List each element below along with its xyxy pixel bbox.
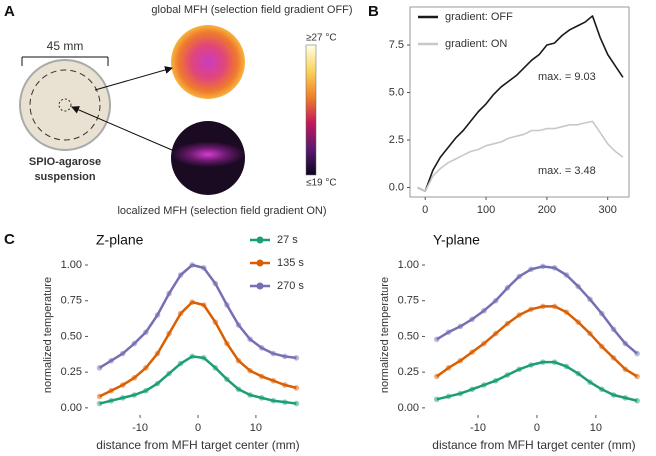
series-line [417, 120, 624, 193]
y-tick-label: 0.25 [398, 366, 419, 378]
panel-label: C [4, 231, 15, 248]
series-line [98, 263, 297, 369]
legend-swatch [256, 236, 264, 244]
dish-outline [29, 69, 101, 141]
series-line [99, 300, 297, 398]
image-caption: localized MFH (selection field gradient … [117, 205, 326, 217]
y-tick-label: 1.00 [61, 259, 82, 271]
y-tick-label: 0.75 [61, 295, 82, 307]
chart-title: Y-plane [433, 232, 480, 248]
x-axis-label: distance from MFH target center (mm) [432, 438, 635, 452]
y-tick-label: 0.0 [389, 181, 404, 193]
target [58, 98, 72, 112]
x-tick-label: 100 [477, 204, 495, 216]
annotation: max. = 3.48 [538, 165, 596, 177]
colorbar [305, 44, 317, 176]
thermal-image [171, 25, 245, 99]
x-tick-label: 10 [590, 422, 602, 434]
y-tick-label: 0.50 [61, 330, 82, 342]
panel-label: A [4, 3, 15, 20]
series-line [436, 305, 638, 378]
y-tick-label: 1.00 [398, 259, 419, 271]
legend-swatch [256, 282, 264, 290]
series-line [436, 360, 638, 402]
plot-frame [409, 6, 630, 198]
y-tick-label: 5.0 [389, 86, 404, 98]
colorbar-label: ≤19 °C [306, 178, 337, 189]
legend-swatch [256, 259, 264, 267]
y-tick-label: 0.75 [398, 295, 419, 307]
y-tick-label: 2.5 [389, 134, 404, 146]
arrow [71, 106, 173, 151]
panel-a: 45 mm SPIO-agarose suspension global MFH… [19, 4, 353, 217]
x-tick-label: 0 [195, 422, 201, 434]
arrow [94, 66, 173, 91]
colorbar-label: ≥27 °C [306, 33, 337, 44]
chart-title: Z-plane [96, 232, 144, 248]
thermal-image [171, 121, 245, 195]
y-tick-label: 0.25 [61, 366, 82, 378]
x-tick-label: 0 [534, 422, 540, 434]
y-tick-label: 7.5 [389, 39, 404, 51]
x-tick-label: 300 [599, 204, 617, 216]
legend-label: gradient: OFF [445, 11, 513, 23]
sample-label: SPIO-agarose [29, 156, 101, 168]
y-tick-label: 0.50 [398, 330, 419, 342]
petri-dish [19, 59, 111, 151]
image-caption: global MFH (selection field gradient OFF… [151, 4, 352, 16]
x-tick-label: 200 [538, 204, 556, 216]
series-line [436, 265, 638, 355]
legend-label: 270 s [277, 280, 304, 292]
x-tick-label: 10 [250, 422, 262, 434]
y-axis-label: normalized temperature [379, 277, 391, 393]
legend-label: 27 s [277, 234, 298, 246]
panel-label: B [368, 3, 379, 20]
x-tick-label: 0 [422, 204, 428, 216]
legend-label: gradient: ON [445, 38, 507, 50]
x-axis-label: distance from MFH target center (mm) [96, 438, 299, 452]
series-line [417, 15, 624, 193]
series-line [99, 355, 297, 405]
sample-label: suspension [34, 171, 95, 183]
y-tick-label: 0.00 [61, 402, 82, 414]
legend-label: 135 s [277, 257, 304, 269]
annotation: max. = 9.03 [538, 71, 596, 83]
y-tick-label: 0.00 [398, 402, 419, 414]
scale-label: 45 mm [47, 39, 84, 53]
y-axis-label: normalized temperature [42, 277, 54, 393]
x-tick-label: -10 [470, 422, 486, 434]
x-tick-label: -10 [132, 422, 148, 434]
